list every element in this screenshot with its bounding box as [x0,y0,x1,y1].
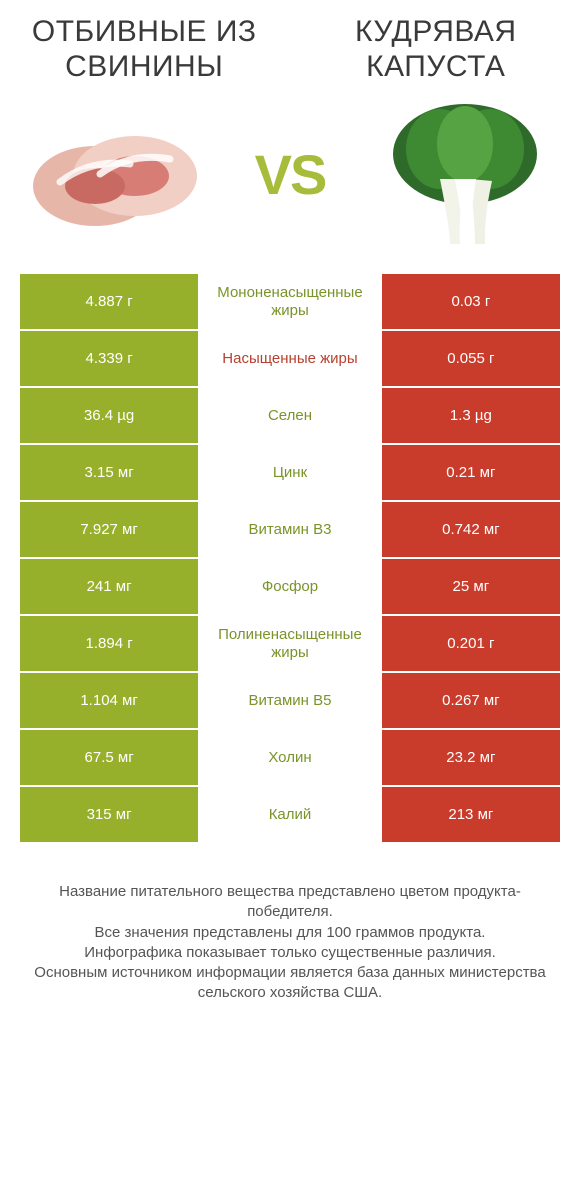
nutrient-row: 7.927 мгВитамин B30.742 мг [20,502,560,557]
titles-row: ОТБИВНЫЕ ИЗ СВИНИНЫ КУДРЯВАЯ КАПУСТА [20,15,560,84]
left-value-cell: 4.887 г [20,274,198,329]
footer-line: Название питательного вещества представл… [30,882,550,923]
nutrient-table: 4.887 гМононенасыщенные жиры0.03 г4.339 … [20,274,560,842]
nutrient-name-cell: Селен [198,388,382,443]
kale-icon [380,99,550,249]
right-value-cell: 1.3 µg [382,388,560,443]
footer-line: Инфографика показывает только существенн… [30,943,550,963]
nutrient-row: 1.104 мгВитамин B50.267 мг [20,673,560,728]
right-value-cell: 0.742 мг [382,502,560,557]
right-value-cell: 25 мг [382,559,560,614]
right-value-cell: 0.201 г [382,616,560,671]
left-product-title: ОТБИВНЫЕ ИЗ СВИНИНЫ [20,15,268,84]
right-value-cell: 0.267 мг [382,673,560,728]
nutrient-row: 1.894 гПолиненасыщенные жиры0.201 г [20,616,560,671]
right-value-cell: 213 мг [382,787,560,842]
left-value-cell: 67.5 мг [20,730,198,785]
footer-notes: Название питательного вещества представл… [20,882,560,1004]
right-value-cell: 23.2 мг [382,730,560,785]
nutrient-row: 4.339 гНасыщенные жиры0.055 г [20,331,560,386]
nutrient-row: 67.5 мгХолин23.2 мг [20,730,560,785]
right-value-cell: 0.055 г [382,331,560,386]
right-value-cell: 0.21 мг [382,445,560,500]
footer-line: Все значения представлены для 100 граммо… [30,923,550,943]
pork-chops-image [20,104,210,244]
left-value-cell: 1.104 мг [20,673,198,728]
nutrient-name-cell: Калий [198,787,382,842]
footer-line: Основным источником информации является … [30,963,550,1004]
left-value-cell: 1.894 г [20,616,198,671]
nutrient-row: 4.887 гМононенасыщенные жиры0.03 г [20,274,560,329]
nutrient-name-cell: Мононенасыщенные жиры [198,274,382,329]
nutrient-name-cell: Витамин B5 [198,673,382,728]
vs-label: VS [255,142,326,207]
hero-row: VS [20,104,560,244]
kale-image [370,104,560,244]
nutrient-row: 36.4 µgСелен1.3 µg [20,388,560,443]
nutrient-row: 241 мгФосфор25 мг [20,559,560,614]
right-product-title: КУДРЯВАЯ КАПУСТА [312,15,560,84]
nutrient-name-cell: Цинк [198,445,382,500]
left-value-cell: 36.4 µg [20,388,198,443]
infographic-root: { "colors":{ "left_bar":"#96b02c", "righ… [0,0,580,1204]
left-value-cell: 3.15 мг [20,445,198,500]
nutrient-name-cell: Холин [198,730,382,785]
nutrient-name-cell: Фосфор [198,559,382,614]
left-value-cell: 315 мг [20,787,198,842]
nutrient-name-cell: Полиненасыщенные жиры [198,616,382,671]
left-value-cell: 7.927 мг [20,502,198,557]
nutrient-row: 3.15 мгЦинк0.21 мг [20,445,560,500]
left-value-cell: 4.339 г [20,331,198,386]
left-value-cell: 241 мг [20,559,198,614]
nutrient-row: 315 мгКалий213 мг [20,787,560,842]
nutrient-name-cell: Насыщенные жиры [198,331,382,386]
pork-chops-icon [20,104,210,244]
right-value-cell: 0.03 г [382,274,560,329]
nutrient-name-cell: Витамин B3 [198,502,382,557]
